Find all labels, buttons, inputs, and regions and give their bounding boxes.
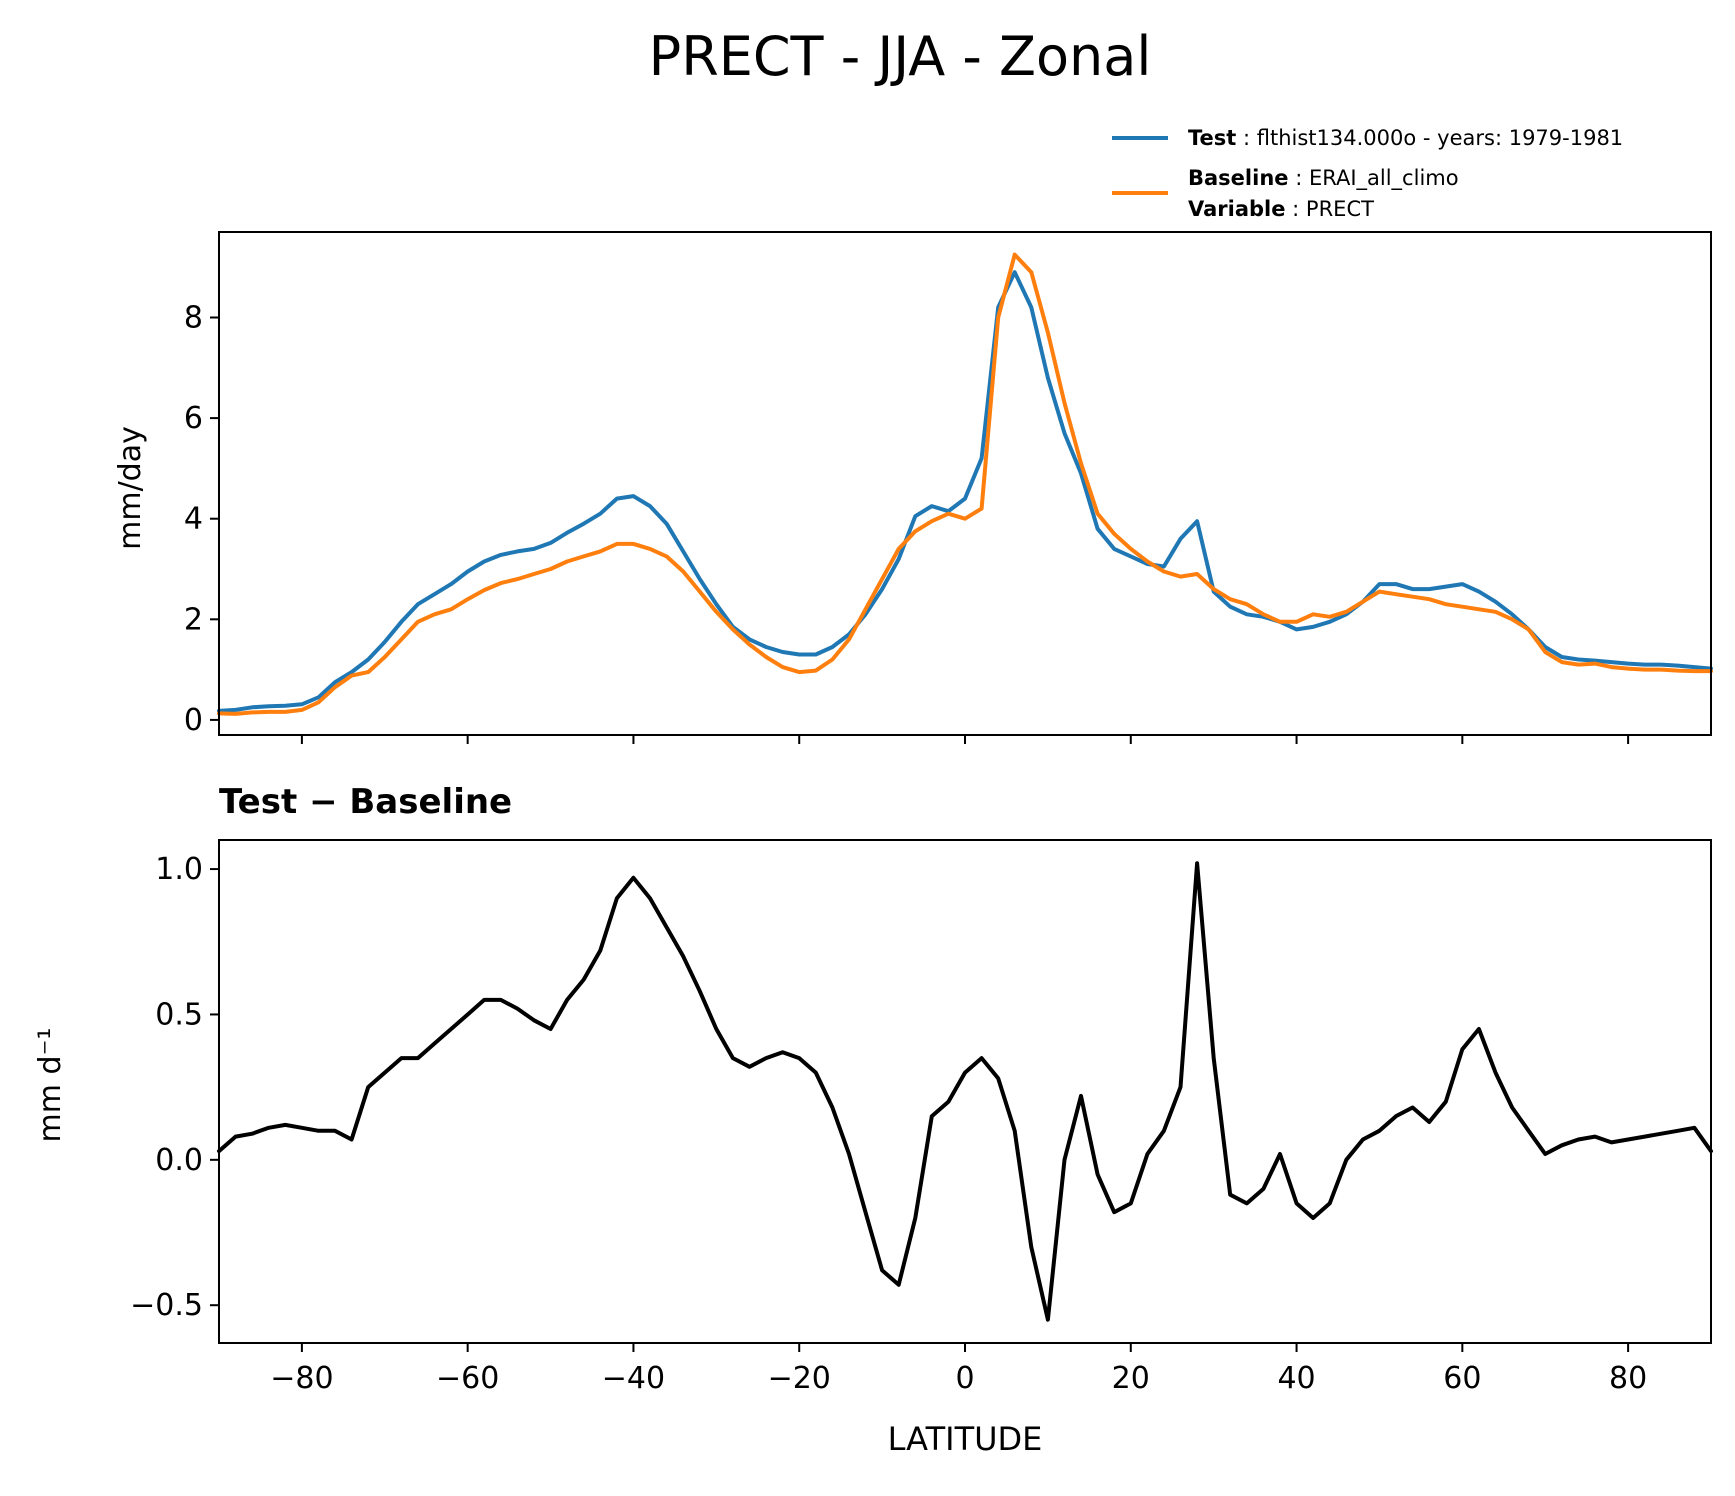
top-ytick-label: 2 (184, 602, 203, 637)
bottom-xtick-label: 20 (1112, 1361, 1150, 1396)
top-series-test-line (217, 270, 1713, 713)
legend-test-separator: : (1236, 126, 1256, 150)
top-ylabel: mm/day (113, 426, 148, 550)
legend-baseline-key: Baseline (1188, 166, 1289, 190)
legend-variable-key: Variable (1188, 197, 1285, 221)
legend-variable-entry: Variable : PRECT (1188, 197, 1374, 221)
legend-baseline-entry: Baseline : ERAI_all_climo (1188, 166, 1459, 191)
bottom-xtick-label: 80 (1609, 1361, 1647, 1396)
top-ytick-label: 4 (184, 502, 203, 537)
bottom-ytick-label: −0.5 (130, 1288, 203, 1323)
bottom-panel-title: Test − Baseline (219, 782, 512, 822)
top-ytick-label: 0 (184, 703, 203, 738)
legend-test-entry: Test : flthist134.000o - years: 1979-198… (1188, 126, 1623, 150)
bottom-ytick-label: 1.0 (155, 852, 203, 887)
top-series (217, 252, 1713, 716)
legend-variable-text: PRECT (1306, 197, 1374, 221)
top-panel: mm/day 0 2 4 6 8 (113, 231, 1713, 744)
bottom-axes-frame (218, 839, 1712, 1344)
legend-test-key: Test (1188, 126, 1236, 150)
top-ticks: 0 2 4 6 8 (184, 301, 1630, 744)
bottom-ticks: −0.5 0.0 0.5 1.0 −80 −60 −40 −20 0 20 40 60 80 (130, 852, 1647, 1396)
bottom-panel: Test − Baseline mm d⁻¹ −0.50.00.51.0−80−… (33, 782, 1713, 1458)
bottom-xtick-label: −80 (270, 1361, 333, 1396)
bottom-series (217, 861, 1713, 1322)
legend: Test : flthist134.000o - years: 1979-198… (1112, 126, 1623, 221)
bottom-series-difference-line (217, 861, 1713, 1322)
top-ytick-label: 8 (184, 301, 203, 336)
legend-baseline-separator: : (1289, 166, 1309, 190)
top-axes-frame (218, 231, 1712, 736)
bottom-ytick-label: 0.0 (155, 1143, 203, 1178)
bottom-xlabel: LATITUDE (888, 1420, 1043, 1458)
legend-baseline-text: ERAI_all_climo (1309, 166, 1459, 191)
top-series-baseline-line (217, 252, 1713, 716)
legend-test-text: flthist134.000o - years: 1979-1981 (1257, 126, 1623, 150)
figure-title: PRECT - JJA - Zonal (649, 25, 1152, 88)
bottom-xtick-label: −20 (768, 1361, 831, 1396)
top-ytick-label: 6 (184, 401, 203, 436)
bottom-ytick-label: 0.5 (155, 997, 203, 1032)
bottom-xtick-label: −60 (436, 1361, 499, 1396)
bottom-xtick-label: 40 (1277, 1361, 1315, 1396)
bottom-xtick-label: 0 (955, 1361, 974, 1396)
legend-variable-separator: : (1285, 197, 1305, 221)
bottom-ylabel: mm d⁻¹ (33, 1028, 68, 1143)
bottom-xtick-label: 60 (1443, 1361, 1481, 1396)
bottom-xtick-label: −40 (602, 1361, 665, 1396)
